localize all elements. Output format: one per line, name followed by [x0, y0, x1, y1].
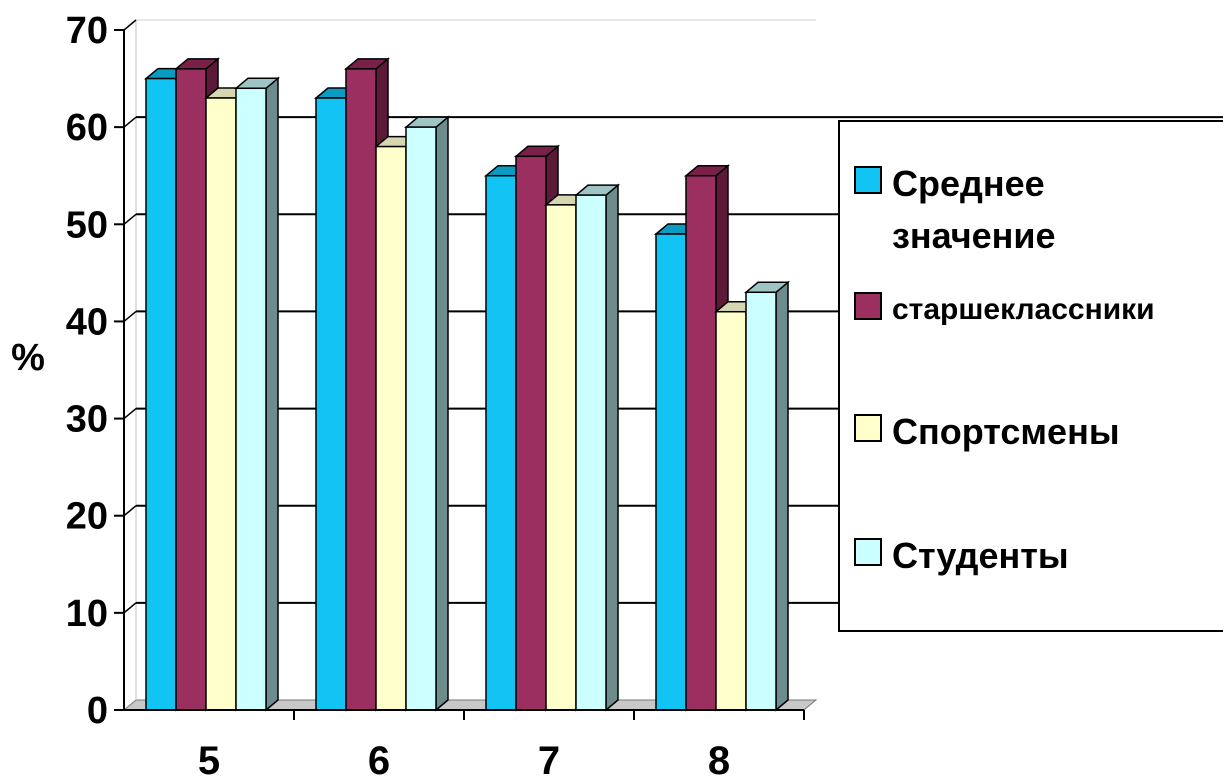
y-tick-label: 70 [66, 10, 108, 52]
bar-front [745, 291, 777, 711]
legend-item-athletes: Спортсмены [854, 406, 1120, 458]
bar-front [235, 87, 267, 711]
y-tick-label: 20 [66, 496, 108, 538]
gridline-depth [123, 602, 137, 614]
bar [403, 115, 451, 712]
bar-front [655, 233, 687, 711]
x-tick-label: 5 [198, 739, 220, 778]
legend-swatch-seniors [854, 292, 882, 320]
legend: Среднее значение старшеклассники Спортсм… [838, 120, 1223, 632]
bar [573, 183, 621, 712]
gridline-depth [123, 310, 137, 323]
bar-front [315, 97, 347, 711]
y-tick-label: 50 [66, 204, 108, 246]
bar-side [435, 115, 449, 712]
legend-item-students: Студенты [854, 530, 1069, 582]
legend-swatch-students [854, 538, 882, 566]
legend-label-mean: Среднее значение [892, 163, 1056, 256]
bar-side [265, 76, 279, 712]
legend-item-mean: Среднее значение [854, 158, 1056, 262]
y-tick-label: 30 [66, 399, 108, 441]
gridline-depth [123, 116, 137, 128]
bar-front [375, 145, 407, 711]
legend-label-students: Студенты [892, 535, 1069, 576]
bar-front [515, 155, 547, 711]
bar-front [345, 68, 377, 711]
gridline-depth [123, 407, 137, 420]
y-tick-label: 10 [66, 593, 108, 635]
gridline-depth [123, 213, 137, 225]
bar-front [685, 174, 717, 711]
legend-swatch-athletes [854, 414, 882, 442]
legend-swatch-mean [854, 166, 882, 194]
gridline-depth [123, 19, 137, 31]
x-tick-label: 8 [708, 739, 730, 778]
bars-layer [143, 57, 791, 712]
x-tick-label: 6 [368, 739, 390, 778]
y-axis-label: % [11, 337, 45, 379]
bar-front [575, 194, 607, 711]
y-tick-label: 0 [87, 690, 108, 732]
bar-front [715, 310, 747, 711]
y-tick-label: 40 [66, 301, 108, 343]
bar-front [145, 77, 177, 711]
bar-front [545, 204, 577, 711]
bar [233, 76, 281, 712]
gridline-depth [123, 505, 137, 517]
x-tick-label: 7 [538, 739, 560, 778]
bar-front [405, 126, 437, 711]
axis-layer: 0 10 20 30 40 50 60 70 5 6 7 8 [66, 10, 805, 778]
legend-item-seniors: старшеклассники [854, 284, 1155, 336]
bar-front [175, 68, 207, 711]
bar-front [205, 97, 237, 711]
bar-front [485, 174, 517, 711]
bar-side [775, 280, 789, 712]
legend-label-athletes: Спортсмены [892, 411, 1120, 452]
bar [743, 280, 791, 712]
legend-label-seniors: старшеклассники [892, 293, 1155, 326]
bar-side [605, 183, 619, 712]
y-tick-label: 60 [66, 107, 108, 149]
